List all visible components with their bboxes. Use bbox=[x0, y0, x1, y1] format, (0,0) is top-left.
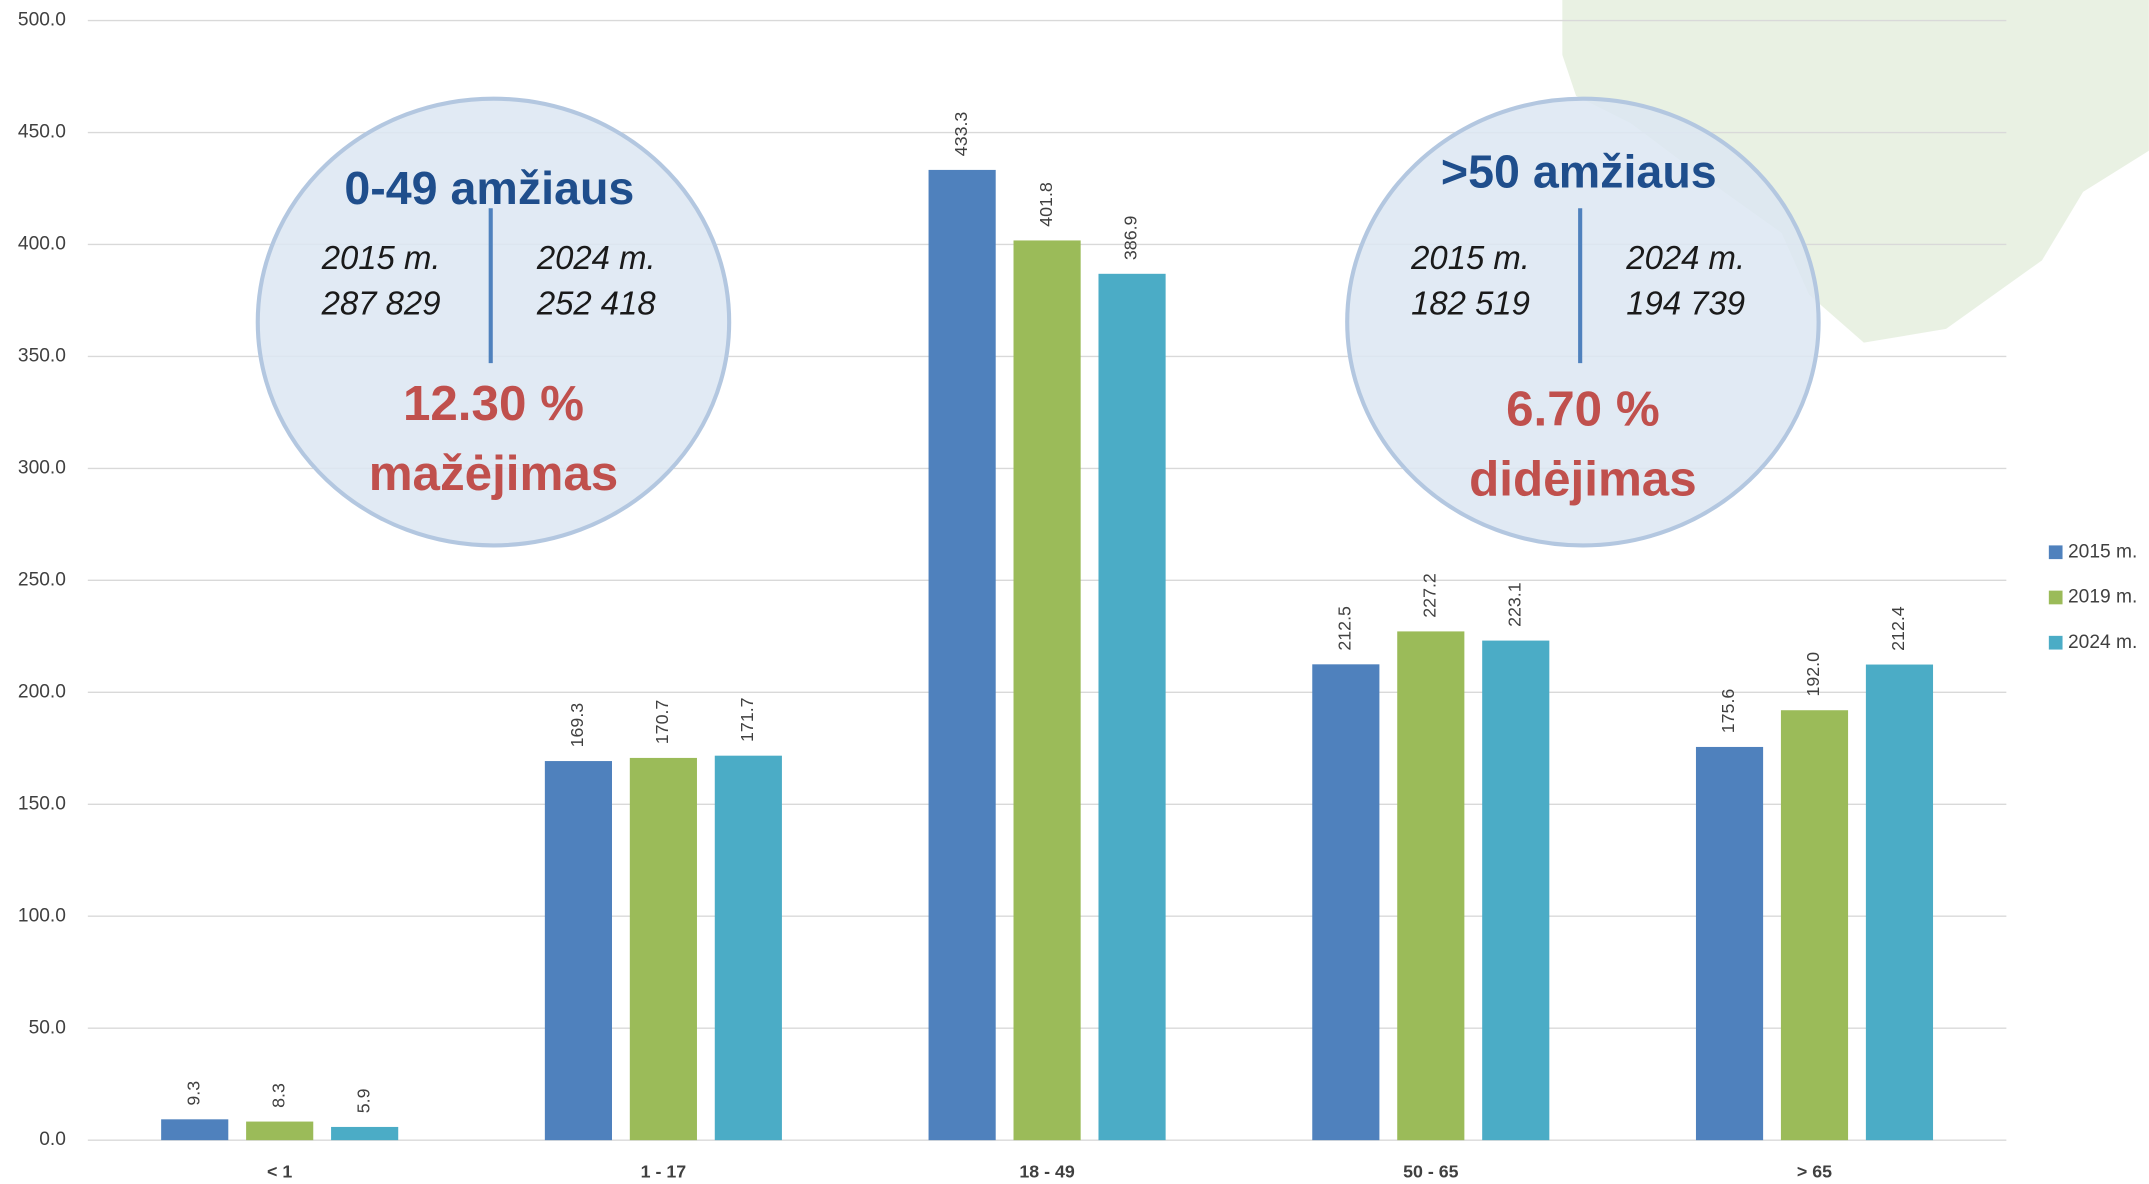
legend-label: 2015 m. bbox=[2068, 541, 2137, 562]
y-tick-label: 450.0 bbox=[18, 122, 66, 143]
value-label: 401.8 bbox=[1036, 182, 1056, 227]
annotation-change-label: mažėjimas bbox=[369, 446, 619, 501]
bar bbox=[1013, 240, 1081, 1141]
value-label: 169.3 bbox=[567, 703, 587, 748]
annotation-circle bbox=[255, 96, 732, 548]
legend-label: 2024 m. bbox=[2068, 632, 2137, 653]
bar bbox=[928, 169, 996, 1141]
bar bbox=[1397, 631, 1465, 1141]
annotation-value: 194 739 bbox=[1626, 284, 1745, 321]
annotation-year: 2015 m. bbox=[321, 239, 441, 276]
y-tick-label: 500.0 bbox=[18, 10, 66, 31]
bar bbox=[331, 1126, 399, 1141]
value-label: 8.3 bbox=[268, 1083, 288, 1108]
legend-swatch bbox=[2048, 545, 2063, 560]
value-label: 175.6 bbox=[1718, 689, 1738, 734]
y-tick-label: 50.0 bbox=[29, 1017, 66, 1038]
bar bbox=[1312, 664, 1380, 1141]
bar bbox=[1780, 710, 1849, 1141]
x-tick-label: 18 - 49 bbox=[1019, 1162, 1075, 1182]
bar bbox=[1865, 664, 1934, 1141]
value-label: 170.7 bbox=[652, 700, 672, 745]
bar bbox=[1098, 273, 1166, 1141]
value-label: 212.4 bbox=[1888, 606, 1908, 651]
value-label: 171.7 bbox=[737, 697, 757, 742]
y-tick-label: 250.0 bbox=[18, 569, 66, 590]
value-label: 227.2 bbox=[1419, 573, 1439, 618]
annotation-title: >50 amžiaus bbox=[1441, 146, 1717, 198]
bar bbox=[1695, 746, 1764, 1141]
y-tick-label: 400.0 bbox=[18, 234, 66, 255]
value-label: 5.9 bbox=[353, 1088, 373, 1113]
y-tick-label: 300.0 bbox=[18, 457, 66, 478]
x-tick-label: < 1 bbox=[267, 1162, 292, 1182]
value-label: 212.5 bbox=[1335, 606, 1355, 651]
annotation-circle bbox=[1345, 96, 1821, 548]
annotation-value: 182 519 bbox=[1411, 284, 1530, 321]
bar bbox=[714, 755, 782, 1141]
annotation-title: 0-49 amžiaus bbox=[344, 162, 634, 214]
legend-label: 2019 m. bbox=[2068, 587, 2137, 608]
y-tick-label: 200.0 bbox=[18, 681, 66, 702]
bar bbox=[1482, 640, 1550, 1141]
x-tick-label: 50 - 65 bbox=[1403, 1162, 1459, 1182]
annotation-value: 287 829 bbox=[321, 284, 441, 321]
value-label: 223.1 bbox=[1504, 582, 1524, 627]
map-background bbox=[1562, 0, 2149, 343]
x-tick-label: > 65 bbox=[1797, 1162, 1832, 1182]
annotation-change: 6.70 % bbox=[1506, 382, 1660, 437]
value-label: 192.0 bbox=[1803, 652, 1823, 697]
legend-swatch bbox=[2048, 590, 2063, 605]
x-tick-label: 1 - 17 bbox=[641, 1162, 687, 1182]
bar bbox=[161, 1119, 229, 1141]
bar bbox=[246, 1121, 314, 1141]
bar bbox=[629, 757, 697, 1141]
y-tick-label: 150.0 bbox=[18, 793, 66, 814]
annotation-year: 2024 m. bbox=[1625, 239, 1745, 276]
annotation-value: 252 418 bbox=[536, 284, 657, 321]
legend-swatch bbox=[2048, 635, 2063, 650]
annotation-change: 12.30 % bbox=[403, 376, 584, 431]
value-label: 9.3 bbox=[183, 1081, 203, 1106]
y-tick-label: 0.0 bbox=[39, 1129, 66, 1150]
bar bbox=[544, 761, 612, 1141]
annotation-change-label: didėjimas bbox=[1469, 451, 1697, 506]
y-tick-label: 100.0 bbox=[18, 905, 66, 926]
annotation-year: 2024 m. bbox=[536, 239, 656, 276]
value-label: 433.3 bbox=[951, 112, 971, 157]
value-label: 386.9 bbox=[1121, 215, 1141, 260]
y-tick-label: 350.0 bbox=[18, 345, 66, 366]
annotation-year: 2015 m. bbox=[1410, 239, 1530, 276]
